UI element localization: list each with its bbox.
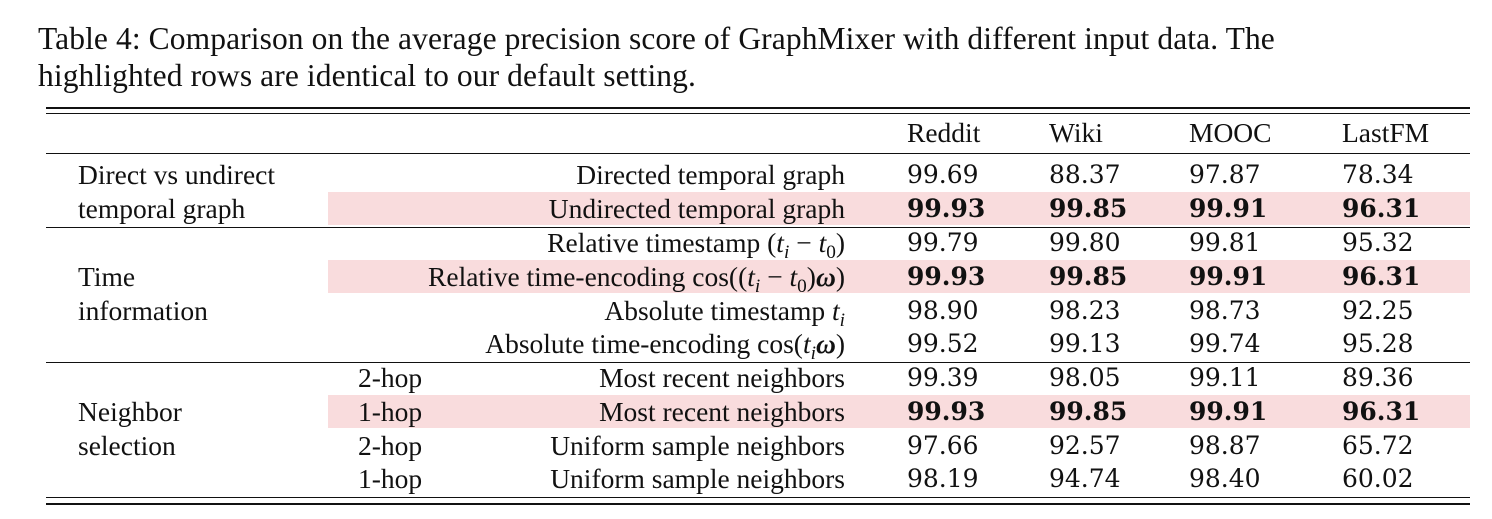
row-6-reddit: 99.39 xyxy=(907,363,979,392)
row-5-setting: Absolute time-encoding cos(tiω) xyxy=(485,327,845,370)
row-4-reddit: 98.90 xyxy=(907,296,979,325)
row-0-lastfm: 78.34 xyxy=(1342,160,1414,189)
row-0-reddit: 99.69 xyxy=(907,160,979,189)
row-8-setting: Uniform sample neighbors xyxy=(550,430,845,461)
row-5-formula: cos(tiω) xyxy=(757,328,845,364)
row-5-mooc: 99.74 xyxy=(1189,329,1261,358)
table-caption: Table 4: Comparison on the average preci… xyxy=(38,20,1478,94)
row-9-wiki: 94.74 xyxy=(1049,464,1121,493)
group-rule-1 xyxy=(46,227,1470,229)
row-7-lastfm: 96.31 xyxy=(1342,397,1421,426)
group-label-time-1: Time xyxy=(78,261,136,292)
row-7-reddit: 99.93 xyxy=(907,397,986,426)
row-1-setting: Undirected temporal graph xyxy=(548,193,845,224)
row-9-mooc: 98.40 xyxy=(1189,464,1261,493)
bottom-rule xyxy=(46,503,1470,505)
row-6-setting: Most recent neighbors xyxy=(599,362,845,393)
row-2-reddit: 99.79 xyxy=(907,228,979,257)
row-1-mooc: 99.91 xyxy=(1189,194,1268,223)
row-4-formula: ti xyxy=(832,295,845,331)
group-label-time-2: information xyxy=(78,295,208,326)
caption-line-1: Table 4: Comparison on the average preci… xyxy=(38,21,1275,56)
row-2-setting: Relative timestamp (ti − t0) xyxy=(547,226,845,269)
header-rule xyxy=(46,153,1470,155)
row-7-mooc: 99.91 xyxy=(1189,397,1268,426)
caption-line-2: highlighted rows are identical to our de… xyxy=(38,58,696,93)
row-5-setting-text: Absolute time-encoding xyxy=(485,328,751,359)
row-7-wiki: 99.85 xyxy=(1049,397,1128,426)
row-8-wiki: 92.57 xyxy=(1049,431,1121,460)
group-label-direction-2: temporal graph xyxy=(78,193,246,224)
row-1-reddit: 99.93 xyxy=(907,194,986,223)
row-8-lastfm: 65.72 xyxy=(1342,431,1414,460)
row-5-wiki: 99.13 xyxy=(1049,329,1121,358)
row-2-mooc: 99.81 xyxy=(1189,228,1261,257)
row-8-mooc: 98.87 xyxy=(1189,431,1261,460)
row-1-wiki: 99.85 xyxy=(1049,194,1128,223)
row-8-hop: 2-hop xyxy=(358,430,423,461)
row-0-setting: Directed temporal graph xyxy=(576,159,845,190)
row-7-setting: Most recent neighbors xyxy=(599,396,845,427)
highlight-row-1hop-recent xyxy=(328,395,1470,428)
row-3-mooc: 99.91 xyxy=(1189,262,1268,291)
group-label-neighbor-1: Neighbor xyxy=(78,396,182,427)
row-2-setting-text: Relative timestamp xyxy=(547,227,761,258)
row-7-hop: 1-hop xyxy=(358,396,423,427)
row-8-reddit: 97.66 xyxy=(907,431,979,460)
header-reddit: Reddit xyxy=(907,117,981,148)
row-2-wiki: 99.80 xyxy=(1049,228,1121,257)
highlight-row-undirected xyxy=(328,192,1470,225)
row-0-wiki: 88.37 xyxy=(1049,160,1121,189)
row-6-hop: 2-hop xyxy=(358,362,423,393)
group-rule-2 xyxy=(46,362,1470,364)
group-label-direction-1: Direct vs undirect xyxy=(78,159,276,190)
row-2-lastfm: 95.32 xyxy=(1342,228,1414,257)
header-lastfm: LastFM xyxy=(1342,117,1430,148)
row-5-reddit: 99.52 xyxy=(907,329,979,358)
group-label-neighbor-2: selection xyxy=(78,430,176,461)
row-9-setting: Uniform sample neighbors xyxy=(550,463,845,494)
row-0-mooc: 97.87 xyxy=(1189,160,1261,189)
row-1-lastfm: 96.31 xyxy=(1342,194,1421,223)
row-3-setting-text: Relative time-encoding xyxy=(428,261,686,292)
row-3-formula: cos((ti − t0)ω) xyxy=(692,261,845,297)
row-3-setting: Relative time-encoding cos((ti − t0)ω) xyxy=(428,260,845,303)
header-wiki: Wiki xyxy=(1049,117,1103,148)
row-4-lastfm: 92.25 xyxy=(1342,296,1414,325)
row-3-wiki: 99.85 xyxy=(1049,262,1128,291)
row-2-formula: (ti − t0) xyxy=(767,227,845,263)
top-rule-inner xyxy=(46,113,1470,115)
row-4-mooc: 98.73 xyxy=(1189,296,1261,325)
row-3-reddit: 99.93 xyxy=(907,262,986,291)
row-4-wiki: 98.23 xyxy=(1049,296,1121,325)
row-5-lastfm: 95.28 xyxy=(1342,329,1414,358)
highlight-row-relative-encoding xyxy=(328,260,1470,293)
row-9-reddit: 98.19 xyxy=(907,464,979,493)
row-6-wiki: 98.05 xyxy=(1049,363,1121,392)
row-3-lastfm: 96.31 xyxy=(1342,262,1421,291)
row-9-lastfm: 60.02 xyxy=(1342,464,1414,493)
bottom-rule-inner xyxy=(46,497,1470,499)
row-4-setting-text: Absolute timestamp xyxy=(604,295,826,326)
row-9-hop: 1-hop xyxy=(358,463,423,494)
top-rule xyxy=(46,107,1470,109)
row-6-mooc: 99.11 xyxy=(1189,363,1261,392)
header-mooc: MOOC xyxy=(1189,117,1272,148)
row-4-setting: Absolute timestamp ti xyxy=(604,294,845,337)
row-6-lastfm: 89.36 xyxy=(1342,363,1414,392)
